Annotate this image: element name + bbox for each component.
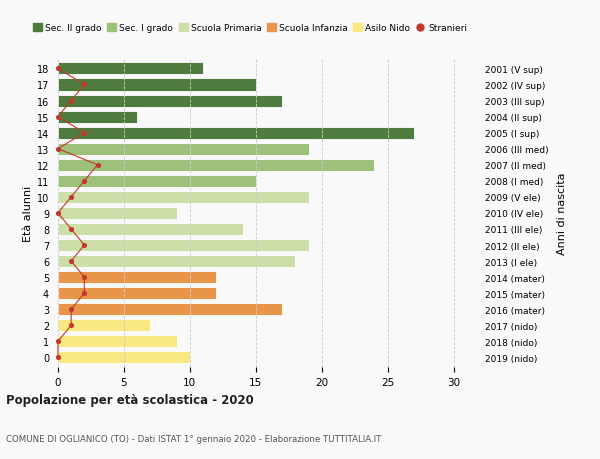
Point <box>67 226 76 233</box>
Point <box>67 258 76 265</box>
Point <box>80 242 89 249</box>
Bar <box>58 63 203 75</box>
Bar <box>58 143 308 156</box>
Bar <box>58 352 190 364</box>
Bar <box>58 336 176 347</box>
Bar <box>58 303 282 315</box>
Point <box>53 66 63 73</box>
Bar <box>58 224 242 235</box>
Bar <box>58 240 308 252</box>
Text: Popolazione per età scolastica - 2020: Popolazione per età scolastica - 2020 <box>6 393 254 406</box>
Point <box>67 98 76 105</box>
Legend: Sec. II grado, Sec. I grado, Scuola Primaria, Scuola Infanzia, Asilo Nido, Stran: Sec. II grado, Sec. I grado, Scuola Prim… <box>33 24 467 33</box>
Point <box>80 130 89 137</box>
Bar <box>58 159 374 171</box>
Point <box>80 274 89 281</box>
Bar <box>58 287 216 300</box>
Point <box>53 354 63 361</box>
Bar <box>58 191 308 203</box>
Bar <box>58 175 256 187</box>
Y-axis label: Età alunni: Età alunni <box>23 185 32 241</box>
Point <box>80 290 89 297</box>
Point <box>67 306 76 313</box>
Y-axis label: Anni di nascita: Anni di nascita <box>557 172 567 255</box>
Point <box>67 194 76 201</box>
Bar <box>58 271 216 284</box>
Point <box>53 210 63 217</box>
Point <box>53 114 63 121</box>
Point <box>53 146 63 153</box>
Point <box>80 178 89 185</box>
Text: COMUNE DI OGLIANICO (TO) - Dati ISTAT 1° gennaio 2020 - Elaborazione TUTTITALIA.: COMUNE DI OGLIANICO (TO) - Dati ISTAT 1°… <box>6 434 382 443</box>
Bar <box>58 207 176 219</box>
Point <box>53 338 63 345</box>
Point <box>67 322 76 329</box>
Bar <box>58 112 137 123</box>
Bar <box>58 79 256 91</box>
Point <box>93 162 103 169</box>
Bar <box>58 319 150 331</box>
Bar <box>58 95 282 107</box>
Point <box>80 82 89 89</box>
Bar <box>58 127 414 140</box>
Bar <box>58 256 295 268</box>
